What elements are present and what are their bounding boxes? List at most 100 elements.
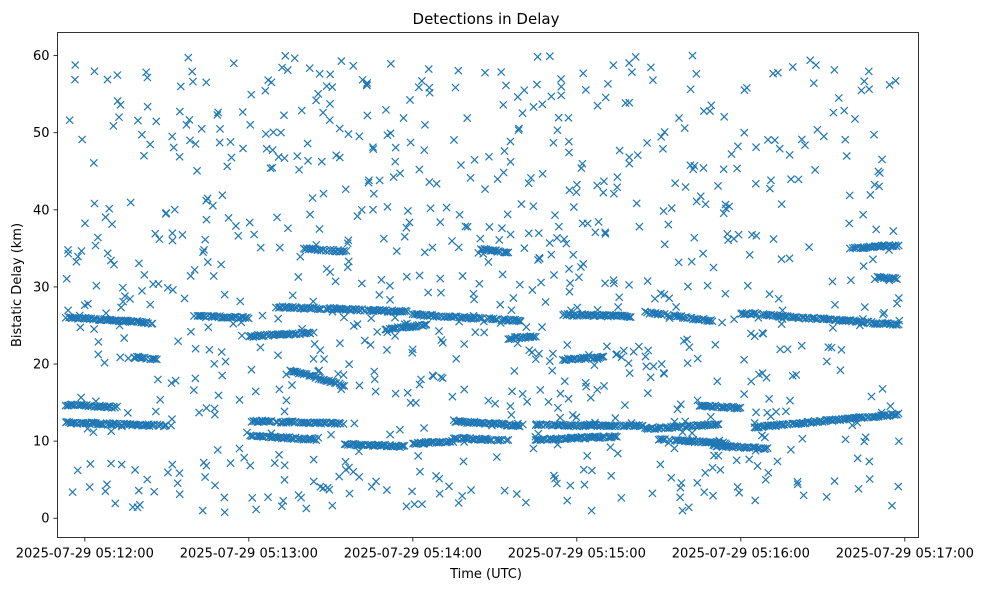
data-point bbox=[214, 391, 223, 400]
data-point bbox=[211, 481, 220, 490]
data-point bbox=[484, 436, 493, 445]
data-point bbox=[681, 417, 690, 426]
data-point bbox=[765, 184, 774, 193]
data-point bbox=[303, 328, 312, 337]
data-point bbox=[769, 235, 778, 244]
data-point bbox=[564, 137, 573, 146]
data-point bbox=[747, 230, 757, 239]
data-point bbox=[615, 293, 624, 302]
data-point bbox=[798, 434, 807, 443]
y-axis-label: Bistatic Delay (km) bbox=[10, 223, 25, 347]
data-point bbox=[143, 73, 152, 82]
data-point bbox=[76, 323, 85, 332]
data-point bbox=[220, 508, 229, 517]
data-point bbox=[773, 68, 782, 77]
data-point bbox=[764, 468, 773, 477]
data-point bbox=[504, 248, 513, 257]
data-point bbox=[850, 114, 860, 123]
data-point bbox=[721, 289, 730, 298]
data-point bbox=[217, 347, 226, 356]
data-point bbox=[363, 111, 372, 120]
data-point bbox=[454, 66, 463, 75]
data-point bbox=[693, 396, 702, 405]
data-point bbox=[606, 443, 615, 452]
data-point bbox=[659, 207, 668, 216]
y-tick-label: 0 bbox=[41, 512, 49, 527]
data-point bbox=[502, 436, 511, 445]
data-point bbox=[557, 82, 566, 91]
data-point bbox=[809, 79, 818, 88]
data-point bbox=[447, 236, 457, 246]
data-point bbox=[339, 419, 348, 428]
data-point bbox=[865, 475, 874, 484]
data-point bbox=[65, 116, 74, 125]
data-point bbox=[675, 114, 684, 123]
data-point bbox=[239, 144, 248, 153]
data-point bbox=[706, 412, 715, 421]
data-point bbox=[578, 159, 587, 168]
data-point bbox=[558, 355, 567, 364]
data-point bbox=[109, 121, 118, 130]
data-point bbox=[90, 325, 99, 334]
data-point bbox=[526, 333, 535, 342]
data-point bbox=[557, 91, 566, 100]
data-point bbox=[800, 141, 809, 150]
data-point bbox=[514, 124, 524, 133]
data-point bbox=[615, 146, 624, 155]
x-tick-label: 2025-07-29 05:15:00 bbox=[508, 547, 646, 562]
data-point bbox=[461, 222, 470, 231]
data-point bbox=[265, 417, 274, 426]
data-point bbox=[294, 272, 303, 281]
data-point bbox=[632, 199, 641, 208]
data-point bbox=[133, 503, 142, 512]
data-point bbox=[149, 420, 158, 429]
data-point bbox=[648, 76, 657, 85]
data-point bbox=[520, 244, 529, 253]
data-point bbox=[319, 189, 328, 198]
data-point bbox=[327, 430, 336, 439]
data-point bbox=[677, 478, 686, 488]
data-point bbox=[191, 374, 200, 383]
data-point bbox=[503, 210, 512, 219]
data-point bbox=[670, 444, 679, 453]
data-point bbox=[554, 222, 563, 231]
data-point bbox=[491, 399, 500, 408]
data-point bbox=[444, 482, 454, 491]
data-point bbox=[708, 491, 718, 500]
data-point bbox=[765, 290, 774, 299]
data-point bbox=[763, 443, 772, 453]
data-point bbox=[107, 427, 116, 436]
data-point bbox=[524, 179, 533, 188]
data-point bbox=[62, 274, 71, 283]
data-point bbox=[745, 455, 754, 464]
data-point bbox=[878, 384, 887, 393]
data-point bbox=[632, 421, 641, 430]
data-point bbox=[317, 375, 326, 384]
data-point bbox=[344, 130, 353, 139]
data-point bbox=[544, 397, 553, 406]
data-point bbox=[156, 395, 165, 404]
data-point bbox=[534, 255, 543, 264]
data-point bbox=[217, 260, 226, 269]
data-point bbox=[611, 414, 620, 423]
data-point bbox=[188, 67, 197, 76]
data-point bbox=[601, 279, 610, 288]
data-point bbox=[761, 444, 770, 453]
data-point bbox=[538, 323, 547, 332]
data-point bbox=[853, 418, 862, 427]
data-point bbox=[335, 247, 344, 256]
data-point bbox=[469, 311, 478, 320]
data-point bbox=[463, 222, 472, 231]
data-point bbox=[386, 442, 395, 451]
data-point bbox=[414, 83, 423, 92]
data-point bbox=[191, 140, 200, 149]
data-point bbox=[613, 183, 622, 192]
data-point bbox=[80, 219, 90, 228]
data-point bbox=[190, 265, 199, 274]
data-point bbox=[887, 501, 897, 510]
data-point bbox=[246, 120, 255, 129]
data-point bbox=[316, 482, 325, 491]
data-point bbox=[247, 90, 256, 99]
data-point bbox=[458, 271, 467, 280]
data-point bbox=[436, 288, 445, 297]
